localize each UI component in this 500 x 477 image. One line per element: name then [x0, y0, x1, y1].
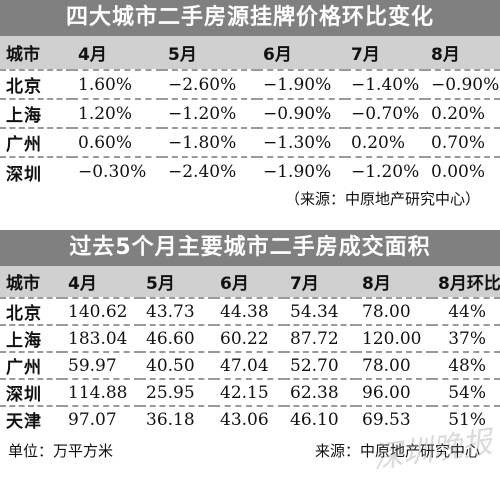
table-row: 广州 59.97 40.50 47.04 52.70 78.00 48% — [0, 352, 500, 379]
city-cell: 上海 — [6, 331, 42, 351]
value-cell: 0.20% — [351, 132, 406, 153]
value-cell: −1.20% — [168, 103, 237, 124]
value-cell: 78.00 — [362, 355, 411, 376]
value-cell: 52.70 — [290, 355, 339, 376]
value-cell: 0.70% — [431, 132, 486, 153]
value-cell: 1.60% — [78, 74, 133, 95]
value-cell: −1.30% — [263, 132, 332, 153]
value-cell: −0.90% — [431, 74, 500, 95]
value-cell: −1.40% — [351, 74, 420, 95]
value-cell: 44.38 — [220, 301, 269, 322]
value-cell: −0.90% — [263, 103, 332, 124]
header-cell: 4月 — [68, 274, 97, 294]
header-cell: 5月 — [146, 274, 175, 294]
value-cell: 54.34 — [290, 301, 339, 322]
value-cell: 140.62 — [68, 301, 128, 322]
value-cell: 183.04 — [68, 328, 128, 349]
header-cell: 4月 — [78, 45, 107, 65]
table-row: 深圳 −0.30% −2.40% −1.90% −1.20% 0.00% — [0, 157, 500, 186]
header-cell: 城市 — [6, 274, 40, 294]
value-cell: 78.00 — [362, 301, 411, 322]
value-cell: 120.00 — [362, 328, 422, 349]
city-cell: 天津 — [6, 412, 42, 432]
table-row: 北京 140.62 43.73 44.38 54.34 78.00 44% — [0, 298, 500, 325]
header-cell: 5月 — [168, 45, 197, 65]
price-change-table-panel: 四大城市二手房源挂牌价格环比变化 城市 4月 5月 6月 7月 8月 北京 1.… — [0, 0, 500, 186]
value-cell: 69.53 — [362, 409, 411, 430]
value-cell: 43.06 — [220, 409, 269, 430]
value-cell: 62.38 — [290, 382, 339, 403]
header-cell: 8月 — [431, 45, 460, 65]
table-row: 上海 183.04 46.60 60.22 87.72 120.00 37% — [0, 325, 500, 352]
value-cell: 60.22 — [220, 328, 269, 349]
city-cell: 深圳 — [6, 385, 42, 405]
value-cell: 46.10 — [290, 409, 339, 430]
header-cell: 7月 — [290, 274, 319, 294]
value-cell: −1.20% — [351, 162, 420, 182]
value-cell: 36.18 — [146, 409, 195, 430]
city-cell: 广州 — [6, 135, 42, 155]
value-cell: −0.30% — [78, 162, 147, 182]
transaction-area-table: 城市 4月 5月 6月 7月 8月 8月环比 北京 140.62 43.73 4… — [0, 266, 500, 432]
header-cell: 城市 — [6, 45, 40, 65]
city-cell: 上海 — [6, 106, 42, 126]
value-cell: −1.80% — [168, 132, 237, 153]
value-cell: 37% — [448, 328, 486, 349]
city-cell: 深圳 — [6, 164, 42, 185]
value-cell: −1.90% — [263, 162, 332, 182]
value-cell: −1.90% — [263, 74, 332, 95]
transaction-area-title: 过去5个月主要城市二手房成交面积 — [0, 230, 500, 266]
transaction-area-table-panel: 过去5个月主要城市二手房成交面积 城市 4月 5月 6月 7月 8月 8月环比 … — [0, 230, 500, 432]
value-cell: −2.60% — [168, 74, 237, 95]
table-row: 深圳 114.88 25.95 42.15 62.38 96.00 54% — [0, 379, 500, 406]
header-cell: 7月 — [351, 45, 380, 65]
value-cell: 54% — [448, 382, 486, 403]
value-cell: 48% — [448, 355, 486, 376]
table-row: 上海 1.20% −1.20% −0.90% −0.70% 0.20% — [0, 99, 500, 128]
value-cell: 87.72 — [290, 328, 339, 349]
header-cell: 8月环比 — [438, 274, 500, 294]
value-cell: 46.60 — [146, 328, 195, 349]
transaction-area-source: 来源：中原地产研究中心 — [314, 442, 480, 460]
table-row: 天津 97.07 36.18 43.06 46.10 69.53 51% — [0, 406, 500, 432]
table-row: 广州 0.60% −1.80% −1.30% 0.20% 0.70% — [0, 128, 500, 157]
unit-note: 单位：万平方米 — [8, 442, 114, 460]
price-change-source: （来源：中原地产研究中心） — [284, 190, 480, 208]
price-change-title: 四大城市二手房源挂牌价格环比变化 — [0, 0, 500, 36]
value-cell: 114.88 — [68, 382, 128, 403]
header-cell: 8月 — [362, 274, 391, 294]
value-cell: 59.97 — [68, 355, 117, 376]
header-cell: 6月 — [220, 274, 249, 294]
city-cell: 广州 — [6, 358, 42, 378]
value-cell: 25.95 — [146, 382, 195, 403]
value-cell: 0.60% — [78, 132, 133, 153]
value-cell: 40.50 — [146, 355, 195, 376]
value-cell: −2.40% — [168, 162, 237, 182]
city-cell: 北京 — [6, 304, 42, 324]
price-change-table: 城市 4月 5月 6月 7月 8月 北京 1.60% −2.60% −1.90%… — [0, 36, 500, 186]
value-cell: 0.20% — [431, 103, 486, 124]
value-cell: 1.20% — [78, 103, 133, 124]
value-cell: 96.00 — [362, 382, 411, 403]
price-change-header-row: 城市 4月 5月 6月 7月 8月 — [0, 36, 500, 70]
value-cell: 97.07 — [68, 409, 117, 430]
transaction-area-header-row: 城市 4月 5月 6月 7月 8月 8月环比 — [0, 266, 500, 298]
city-cell: 北京 — [6, 77, 42, 97]
value-cell: 42.15 — [220, 382, 269, 403]
header-cell: 6月 — [263, 45, 292, 65]
value-cell: −0.70% — [351, 103, 420, 124]
value-cell: 47.04 — [220, 355, 269, 376]
table-row: 北京 1.60% −2.60% −1.90% −1.40% −0.90% — [0, 70, 500, 99]
value-cell: 44% — [448, 301, 486, 322]
value-cell: 43.73 — [146, 301, 195, 322]
value-cell: 0.00% — [431, 162, 486, 182]
value-cell: 51% — [448, 409, 486, 430]
